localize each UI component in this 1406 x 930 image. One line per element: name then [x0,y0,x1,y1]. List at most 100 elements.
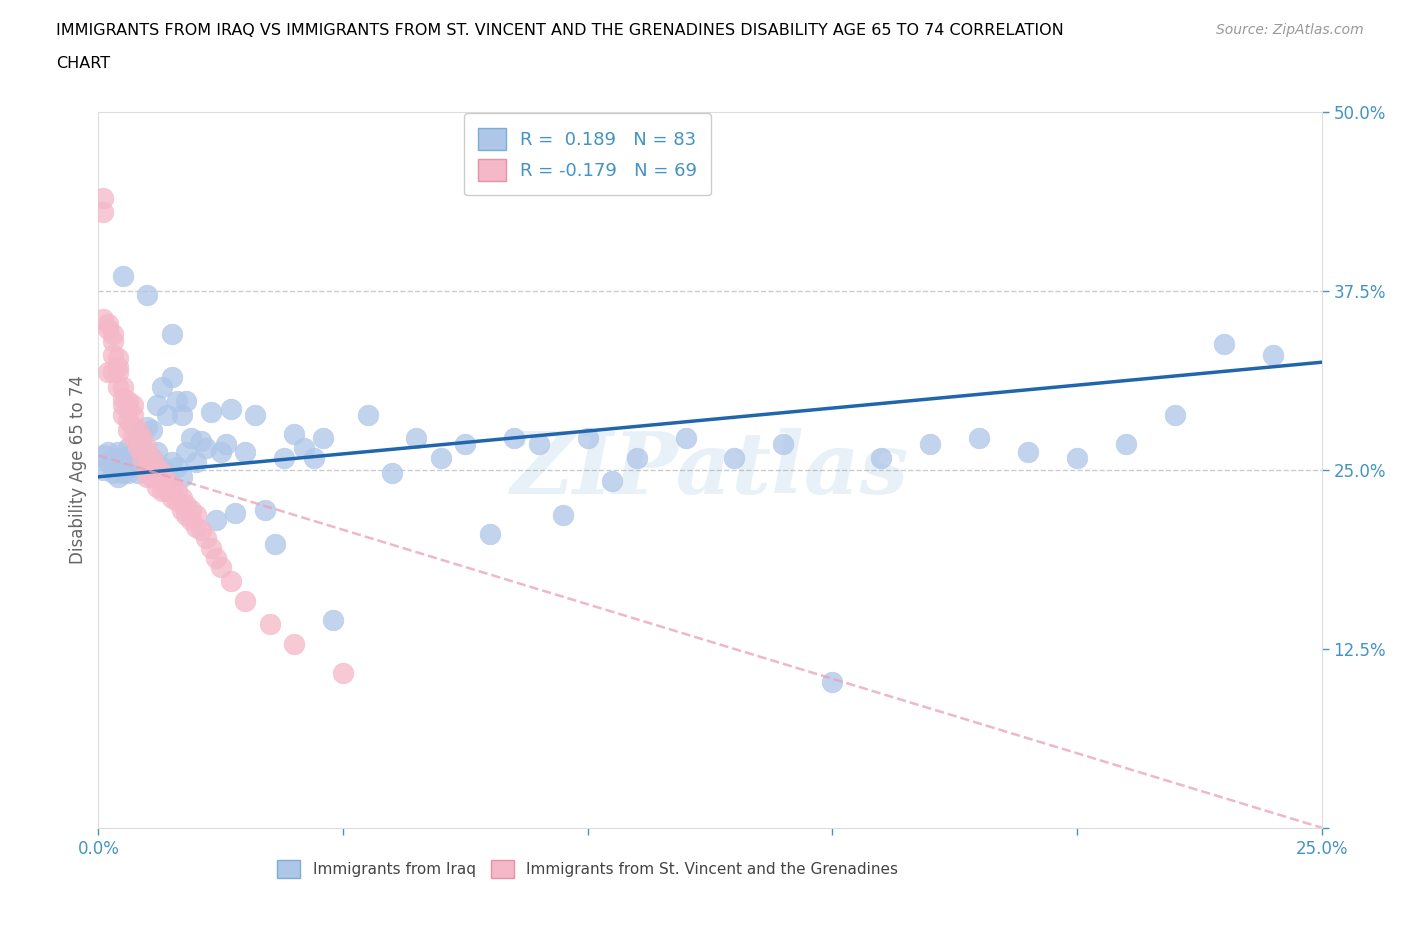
Point [195,441,218,456]
Point [141,451,163,466]
Point [454,436,477,451]
Point [101,365,124,379]
Point [97,455,120,470]
Point [136,451,159,466]
Point [131,445,153,460]
Point [920,436,942,451]
Point [107,379,129,394]
Point [186,508,208,523]
Text: ZIPatlas: ZIPatlas [510,428,910,512]
Point [150,379,173,394]
Point [121,407,143,422]
Point [117,441,139,456]
Point [1212,336,1234,351]
Point [150,465,173,480]
Point [117,393,139,408]
Point [166,494,188,509]
Text: CHART: CHART [56,56,110,71]
Point [121,419,143,434]
Point [356,407,378,422]
Point [111,451,134,466]
Point [107,445,129,460]
Point [160,369,183,384]
Point [136,470,159,485]
Point [180,502,202,517]
Point [381,465,404,480]
Point [131,426,153,441]
Point [121,398,143,413]
Point [121,459,143,474]
Point [870,451,893,466]
Point [322,613,344,628]
Point [1066,451,1088,466]
Point [150,473,173,488]
Point [219,402,242,417]
Point [186,455,208,470]
Point [283,637,305,652]
Point [292,441,315,456]
Point [170,407,193,422]
Point [190,523,212,538]
Point [127,431,149,445]
Point [97,365,120,379]
Point [91,190,114,205]
Point [131,441,153,456]
Point [141,422,163,437]
Point [600,473,623,488]
Point [626,451,648,466]
Y-axis label: Disability Age 65 to 74: Disability Age 65 to 74 [69,375,87,565]
Point [141,451,163,466]
Point [107,470,129,485]
Point [91,448,114,463]
Point [156,407,179,422]
Point [146,459,169,474]
Point [107,365,129,379]
Point [97,322,120,337]
Point [176,508,198,523]
Point [176,498,198,513]
Point [136,419,159,434]
Point [160,326,183,341]
Point [243,407,266,422]
Point [527,436,550,451]
Point [101,348,124,363]
Point [503,431,526,445]
Point [553,508,575,523]
Point [111,391,134,405]
Point [166,484,188,498]
Point [160,479,183,494]
Point [205,512,228,527]
Point [111,398,134,413]
Point [146,470,169,485]
Point [107,351,129,365]
Point [253,502,276,517]
Point [176,445,198,460]
Point [127,465,149,480]
Point [166,459,188,474]
Point [141,470,163,485]
Point [127,433,149,448]
Point [156,473,179,488]
Point [186,520,208,535]
Point [1261,348,1284,363]
Point [111,407,134,422]
Point [117,402,139,417]
Point [195,531,218,546]
Point [121,445,143,460]
Point [131,431,153,445]
Point [180,431,202,445]
Point [170,470,193,485]
Point [166,393,188,408]
Point [111,465,134,480]
Point [136,459,159,474]
Point [576,431,599,445]
Point [146,398,169,413]
Point [91,205,114,219]
Point [160,491,183,506]
Point [141,459,163,474]
Point [107,359,129,374]
Point [136,287,159,302]
Point [233,594,256,609]
Point [283,426,305,441]
Point [97,445,120,460]
